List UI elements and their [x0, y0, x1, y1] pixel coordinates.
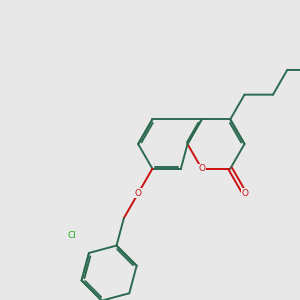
Text: O: O [198, 164, 205, 173]
Text: O: O [135, 189, 142, 198]
Text: O: O [241, 189, 248, 198]
Text: Cl: Cl [68, 231, 76, 240]
